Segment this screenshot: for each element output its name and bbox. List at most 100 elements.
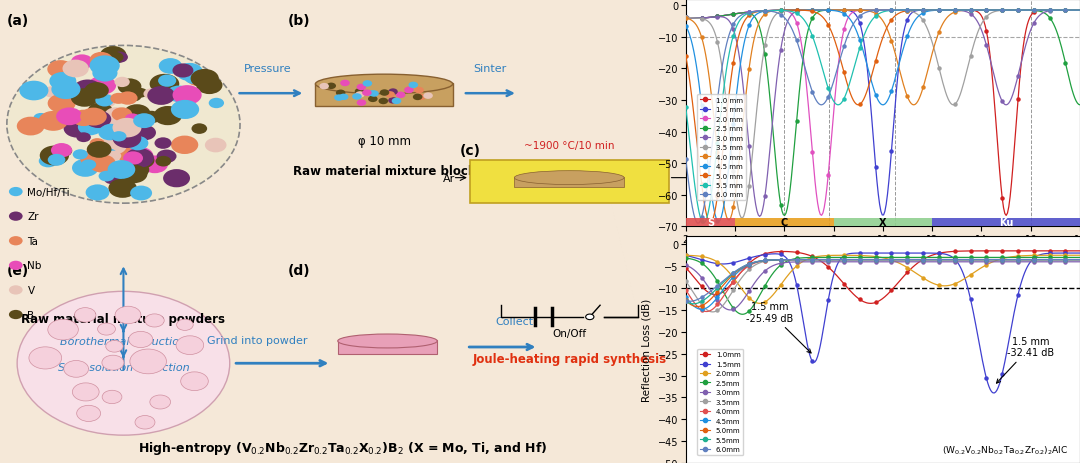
Text: (a): (a) — [6, 14, 29, 28]
Circle shape — [122, 117, 144, 131]
Text: (c): (c) — [459, 144, 481, 157]
Circle shape — [380, 90, 389, 97]
Circle shape — [9, 212, 23, 221]
Text: (d): (d) — [288, 264, 311, 278]
Polygon shape — [596, 139, 638, 319]
Circle shape — [176, 336, 204, 355]
Circle shape — [127, 137, 148, 151]
Circle shape — [176, 64, 203, 82]
Circle shape — [117, 169, 138, 183]
Circle shape — [102, 125, 120, 137]
Circle shape — [56, 108, 82, 126]
Circle shape — [123, 129, 139, 140]
Circle shape — [84, 83, 109, 100]
Circle shape — [71, 111, 96, 127]
Circle shape — [157, 150, 176, 163]
Circle shape — [362, 90, 372, 97]
Circle shape — [72, 80, 103, 100]
Circle shape — [108, 125, 124, 136]
Bar — [932, 218, 1080, 227]
Text: Solid-solution reduction: Solid-solution reduction — [57, 362, 189, 372]
Circle shape — [71, 89, 98, 107]
Circle shape — [153, 107, 181, 126]
Text: Raw material mixture powders: Raw material mixture powders — [22, 313, 226, 325]
Circle shape — [120, 111, 137, 122]
Circle shape — [72, 159, 98, 177]
Circle shape — [388, 98, 397, 104]
Text: Borothermal reduction: Borothermal reduction — [60, 337, 187, 347]
Circle shape — [9, 188, 23, 197]
Circle shape — [144, 89, 160, 100]
Circle shape — [125, 114, 140, 125]
Circle shape — [585, 314, 594, 320]
Circle shape — [106, 341, 123, 352]
Circle shape — [159, 59, 183, 75]
Text: Collect: Collect — [496, 316, 534, 326]
Circle shape — [98, 171, 114, 182]
Circle shape — [113, 110, 127, 119]
Circle shape — [72, 383, 99, 401]
Circle shape — [145, 314, 164, 327]
Circle shape — [197, 77, 222, 95]
Circle shape — [85, 111, 111, 129]
Circle shape — [48, 319, 79, 340]
Circle shape — [352, 94, 362, 100]
FancyBboxPatch shape — [338, 340, 437, 354]
Circle shape — [63, 61, 89, 78]
Circle shape — [9, 237, 23, 246]
Circle shape — [87, 103, 112, 120]
Circle shape — [423, 93, 433, 100]
Circle shape — [53, 145, 72, 158]
Circle shape — [336, 90, 346, 97]
Circle shape — [87, 143, 114, 162]
Legend: 1.0mm, 1.5mm, 2.0mm, 2.5mm, 3.0mm, 3.5mm, 4.0mm, 4.5mm, 5.0mm, 5.5mm, 6.0mm: 1.0mm, 1.5mm, 2.0mm, 2.5mm, 3.0mm, 3.5mm… — [698, 349, 743, 455]
Circle shape — [355, 92, 365, 99]
Circle shape — [118, 121, 134, 131]
Text: Sinter: Sinter — [474, 64, 507, 74]
Ellipse shape — [514, 171, 624, 185]
Circle shape — [123, 152, 143, 165]
Circle shape — [121, 124, 145, 140]
FancyBboxPatch shape — [470, 161, 669, 204]
Circle shape — [87, 147, 110, 162]
Circle shape — [121, 127, 135, 137]
Circle shape — [135, 416, 154, 429]
Text: Raw material mixture block: Raw material mixture block — [293, 164, 475, 177]
Circle shape — [396, 92, 405, 99]
Circle shape — [6, 46, 240, 204]
Circle shape — [388, 89, 397, 96]
Circle shape — [93, 65, 118, 82]
Circle shape — [367, 91, 377, 98]
Circle shape — [150, 75, 179, 94]
Circle shape — [39, 155, 57, 168]
Circle shape — [72, 150, 87, 160]
Circle shape — [134, 116, 148, 125]
Circle shape — [408, 82, 418, 89]
Circle shape — [125, 149, 153, 169]
Circle shape — [129, 332, 152, 348]
Circle shape — [110, 94, 126, 105]
Circle shape — [163, 170, 190, 188]
Circle shape — [173, 86, 202, 106]
Circle shape — [133, 115, 151, 127]
Text: Pressure: Pressure — [244, 64, 292, 74]
Circle shape — [158, 75, 176, 88]
Text: φ 10 mm: φ 10 mm — [357, 134, 410, 147]
Circle shape — [177, 319, 193, 331]
Text: Ar: Ar — [690, 173, 702, 183]
Circle shape — [98, 125, 121, 141]
Circle shape — [97, 323, 116, 335]
Circle shape — [98, 149, 117, 162]
Circle shape — [354, 89, 364, 95]
Circle shape — [48, 94, 76, 113]
Circle shape — [43, 87, 59, 98]
Circle shape — [114, 122, 129, 132]
Circle shape — [150, 395, 171, 409]
Circle shape — [95, 95, 113, 107]
Circle shape — [51, 144, 72, 158]
Circle shape — [104, 112, 130, 129]
Circle shape — [147, 87, 175, 106]
Text: 1.5 mm
-32.41 dB: 1.5 mm -32.41 dB — [997, 336, 1054, 383]
Text: Ta: Ta — [27, 236, 38, 246]
Text: Zr: Zr — [27, 212, 39, 222]
